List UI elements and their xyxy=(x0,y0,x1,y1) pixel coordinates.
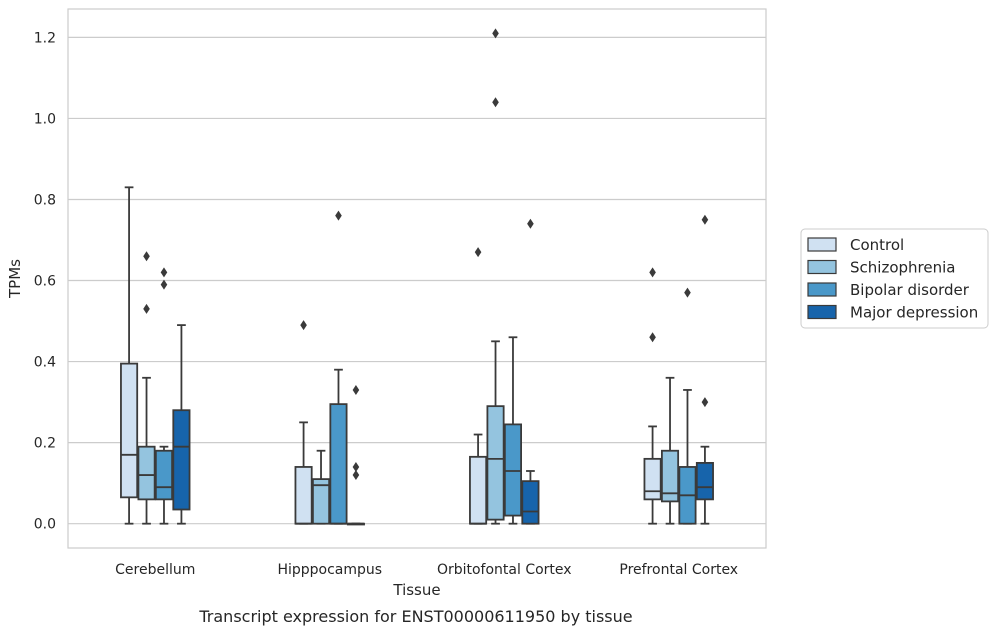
x-tick-label: Cerebellum xyxy=(115,562,195,578)
boxplot xyxy=(521,218,540,525)
outlier-point xyxy=(649,332,656,343)
outlier-point xyxy=(527,218,534,229)
y-tick-label: 0.6 xyxy=(34,274,56,290)
box xyxy=(294,466,313,525)
outlier-point xyxy=(143,303,150,314)
legend-label: Schizophrenia xyxy=(850,259,955,277)
legend-swatch xyxy=(807,237,837,252)
box xyxy=(154,449,174,501)
legend-swatch xyxy=(807,304,837,320)
boxplot xyxy=(643,267,662,525)
x-axis-title: Tissue xyxy=(392,581,440,599)
boxplot xyxy=(346,384,365,526)
outlier-point xyxy=(335,210,342,221)
outlier-point xyxy=(143,251,150,262)
y-tick-label: 0.0 xyxy=(34,517,56,533)
y-axis-title: TPMs xyxy=(6,259,24,299)
outlier-point xyxy=(701,214,709,225)
outlier-point xyxy=(474,247,482,258)
y-tick-label: 1.2 xyxy=(34,30,56,46)
legend-frame xyxy=(800,228,989,329)
x-tick-label: Hipppocampus xyxy=(277,562,382,578)
outlier-point xyxy=(352,461,360,472)
boxplot xyxy=(329,210,348,525)
box xyxy=(137,445,156,501)
box xyxy=(120,362,139,499)
boxplot xyxy=(154,267,174,525)
legend-label: Major depression xyxy=(850,304,978,322)
boxplot xyxy=(695,214,714,525)
outlier-point xyxy=(649,267,656,278)
legend-label: Bipolar disorder xyxy=(850,281,970,299)
box xyxy=(643,457,662,501)
plot-area-frame xyxy=(67,8,767,549)
box xyxy=(311,478,331,525)
y-tick-label: 0.8 xyxy=(34,192,56,208)
y-axis-ticks: 0.0 0.2 0.4 0.6 0.8 1.0 1.2 xyxy=(34,30,56,532)
boxplot xyxy=(503,336,523,525)
x-tick-label: Orbitofontal Cortex xyxy=(437,562,572,578)
outlier-point xyxy=(160,279,168,290)
outlier-point xyxy=(352,384,360,395)
x-axis-ticks: Cerebellum Hipppocampus Orbitofontal Corte… xyxy=(115,562,738,578)
box xyxy=(469,455,488,525)
boxplot xyxy=(469,247,488,525)
outlier-point xyxy=(492,97,499,108)
box xyxy=(521,480,540,525)
legend: Control Schizophrenia Bipolar disorder Majo… xyxy=(800,228,989,329)
boxplot xyxy=(486,28,505,525)
boxplot xyxy=(311,449,331,525)
y-tick-label: 1.0 xyxy=(34,111,56,127)
box xyxy=(661,449,680,503)
outlier-point xyxy=(160,267,168,278)
boxplot xyxy=(172,324,191,525)
boxplot xyxy=(137,251,156,525)
outlier-point xyxy=(300,320,307,331)
legend-swatch xyxy=(807,282,837,297)
outlier-point xyxy=(352,470,360,481)
outlier-point xyxy=(701,397,709,408)
outlier-point xyxy=(492,28,499,39)
y-tick-label: 0.2 xyxy=(34,436,56,452)
boxplot xyxy=(661,376,680,525)
legend-label: Control xyxy=(850,236,904,254)
box xyxy=(329,403,348,525)
box xyxy=(486,405,505,521)
y-tick-label: 0.4 xyxy=(34,355,56,371)
boxplot xyxy=(678,287,697,525)
figure-caption: Transcript expression for ENST0000061195… xyxy=(198,607,632,626)
boxplots xyxy=(120,28,714,526)
box xyxy=(503,423,523,517)
box xyxy=(695,461,714,501)
box xyxy=(172,409,191,511)
legend-swatch xyxy=(807,259,837,275)
boxplot xyxy=(294,320,313,525)
boxplot xyxy=(120,186,139,525)
outlier-point xyxy=(684,287,691,298)
x-tick-label: Prefrontal Cortex xyxy=(619,562,738,578)
